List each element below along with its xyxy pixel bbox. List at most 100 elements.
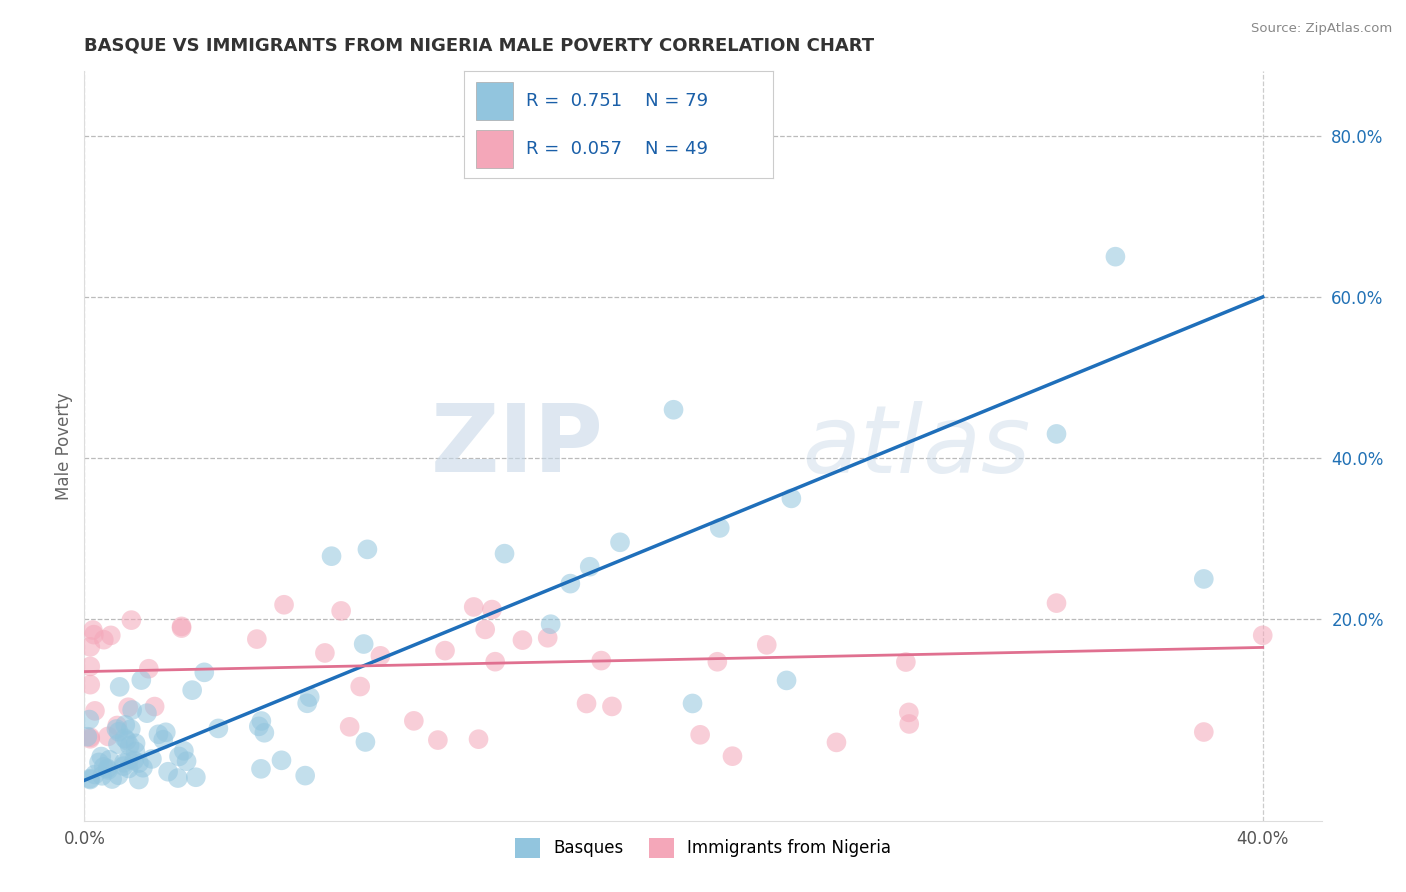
Point xyxy=(270,753,292,767)
Point xyxy=(484,655,506,669)
Point xyxy=(575,697,598,711)
Point xyxy=(494,547,516,561)
Point xyxy=(107,724,129,739)
Point xyxy=(124,744,146,758)
Point xyxy=(115,733,138,747)
Point xyxy=(560,576,582,591)
Point xyxy=(131,673,153,687)
Point xyxy=(155,725,177,739)
Point xyxy=(173,744,195,758)
Point xyxy=(112,759,135,773)
Point xyxy=(107,737,129,751)
Point xyxy=(105,718,128,732)
Point xyxy=(356,542,378,557)
Text: atlas: atlas xyxy=(801,401,1031,491)
Point xyxy=(540,617,562,632)
Point xyxy=(132,761,155,775)
Point xyxy=(136,706,159,721)
Point xyxy=(83,767,105,781)
Point xyxy=(167,749,190,764)
Point xyxy=(79,772,101,787)
Point xyxy=(600,699,623,714)
Point xyxy=(167,771,190,785)
Point xyxy=(537,631,560,645)
Point xyxy=(143,699,166,714)
Point xyxy=(609,535,631,549)
Point xyxy=(76,730,98,744)
Point xyxy=(79,730,101,744)
Point xyxy=(107,768,129,782)
Point xyxy=(349,680,371,694)
Point xyxy=(128,756,150,770)
Point xyxy=(93,632,115,647)
Point xyxy=(314,646,336,660)
Point xyxy=(96,761,118,775)
Point xyxy=(250,762,273,776)
Point xyxy=(339,720,361,734)
Point xyxy=(1045,596,1067,610)
Point xyxy=(825,735,848,749)
Point xyxy=(84,704,107,718)
Point xyxy=(121,703,143,717)
Point xyxy=(463,599,485,614)
Point xyxy=(128,772,150,787)
Point xyxy=(354,735,377,749)
Point xyxy=(775,673,797,688)
Point xyxy=(426,733,449,747)
Point xyxy=(97,763,120,777)
Point xyxy=(152,732,174,747)
Point xyxy=(321,549,343,564)
Point xyxy=(780,491,803,506)
Point xyxy=(114,731,136,746)
Point xyxy=(108,680,131,694)
Point xyxy=(83,627,105,641)
Point xyxy=(193,665,215,680)
Point xyxy=(114,718,136,732)
Text: R =  0.057    N = 49: R = 0.057 N = 49 xyxy=(526,141,707,159)
Point xyxy=(246,632,269,646)
Point xyxy=(100,628,122,642)
Point xyxy=(1104,250,1126,264)
Point xyxy=(101,772,124,786)
FancyBboxPatch shape xyxy=(477,82,513,120)
Point xyxy=(184,770,207,784)
Point xyxy=(170,619,193,633)
Point xyxy=(90,749,112,764)
Point xyxy=(118,739,141,753)
Point xyxy=(273,598,295,612)
Point xyxy=(353,637,375,651)
Point xyxy=(330,604,353,618)
Point xyxy=(689,728,711,742)
Point xyxy=(1045,426,1067,441)
Point xyxy=(93,760,115,774)
Point xyxy=(591,654,613,668)
Point xyxy=(434,643,457,657)
Point xyxy=(79,678,101,692)
Point xyxy=(295,696,318,710)
Point xyxy=(117,700,139,714)
Point xyxy=(253,725,276,739)
Point xyxy=(79,659,101,673)
Point xyxy=(709,521,731,535)
Point xyxy=(370,648,392,663)
Point xyxy=(148,727,170,741)
Point xyxy=(512,633,534,648)
Point xyxy=(91,769,114,783)
Point xyxy=(112,756,135,770)
Point xyxy=(79,772,101,786)
Point xyxy=(120,613,142,627)
Point xyxy=(898,717,921,731)
Point xyxy=(721,749,744,764)
Text: BASQUE VS IMMIGRANTS FROM NIGERIA MALE POVERTY CORRELATION CHART: BASQUE VS IMMIGRANTS FROM NIGERIA MALE P… xyxy=(84,37,875,54)
Point xyxy=(894,655,917,669)
Text: ZIP: ZIP xyxy=(432,400,605,492)
Point xyxy=(481,602,503,616)
Point xyxy=(402,714,425,728)
Point xyxy=(755,638,778,652)
Point xyxy=(662,402,685,417)
Point xyxy=(138,662,160,676)
Point xyxy=(298,690,321,705)
FancyBboxPatch shape xyxy=(477,130,513,168)
Point xyxy=(682,697,704,711)
Point xyxy=(141,752,163,766)
